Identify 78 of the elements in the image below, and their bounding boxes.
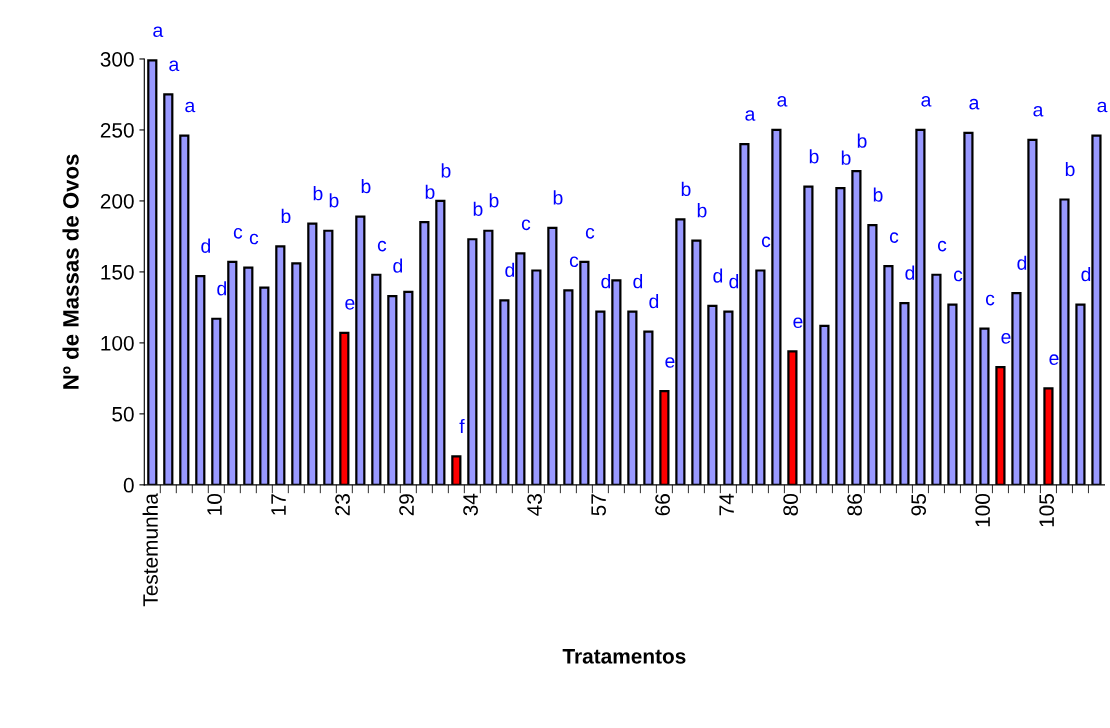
data-label: c	[585, 228, 595, 239]
data-label: b	[313, 186, 323, 201]
data-label: d	[729, 274, 739, 289]
data-label: a	[921, 96, 932, 107]
y-tick-label: 0	[123, 477, 134, 493]
data-label: e	[1049, 354, 1059, 366]
x-tick-label: Testemunha	[142, 493, 158, 607]
data-label: e	[1001, 333, 1011, 344]
data-label: c	[937, 240, 947, 252]
data-label: c	[953, 270, 963, 282]
data-label: b	[361, 178, 371, 194]
y-tick-label: 150	[101, 264, 134, 280]
x-tick-label: 105	[1039, 494, 1055, 527]
y-axis-title: Nº de Massas de Ovos	[62, 154, 79, 389]
x-tick-label: 23	[335, 494, 350, 516]
data-label: c	[521, 219, 531, 231]
x-tick-label: 34	[463, 493, 478, 516]
data-label: b	[441, 163, 451, 178]
y-tick-label: 300	[100, 51, 134, 67]
y-tick-label: 100	[101, 335, 134, 351]
data-label: c	[985, 294, 995, 306]
data-label: a	[153, 26, 164, 38]
x-tick-label: 43	[527, 494, 542, 516]
data-label: b	[425, 184, 435, 199]
data-label: c	[761, 236, 771, 248]
data-label: e	[665, 357, 675, 368]
data-label: d	[713, 268, 723, 283]
data-label: d	[217, 281, 227, 296]
data-label: d	[1081, 266, 1091, 282]
data-label: b	[489, 193, 499, 208]
x-tick-label: 95	[911, 494, 927, 516]
data-label: d	[649, 293, 659, 309]
data-label: e	[793, 317, 803, 329]
x-axis-title: Tratamentos	[562, 649, 686, 664]
x-tick-label: 74	[719, 493, 734, 516]
data-label: a	[169, 60, 180, 72]
data-label: d	[201, 238, 211, 253]
data-label: d	[393, 258, 403, 273]
data-label: a	[185, 101, 196, 113]
data-label: a	[777, 96, 788, 107]
data-label: c	[377, 240, 387, 252]
data-label: d	[1017, 255, 1027, 270]
data-label: a	[1097, 101, 1108, 113]
data-label: d	[601, 274, 611, 289]
data-label: c	[889, 232, 899, 243]
x-tick-label: 29	[399, 494, 414, 516]
y-tick-label: 50	[112, 406, 134, 422]
data-label: a	[969, 98, 980, 110]
data-label: b	[841, 150, 851, 165]
x-tick-label: 17	[271, 494, 286, 515]
data-label: a	[745, 110, 756, 121]
data-label: b	[1065, 161, 1075, 177]
data-label: b	[473, 201, 483, 216]
data-label: f	[459, 418, 465, 433]
data-label: b	[281, 208, 291, 224]
data-label: d	[905, 265, 915, 280]
data-label: c	[249, 233, 259, 245]
x-tick-label: 80	[783, 493, 798, 516]
data-label: b	[329, 193, 339, 208]
y-tick-label: 200	[100, 193, 134, 209]
data-label: b	[697, 203, 707, 218]
data-label: d	[633, 274, 643, 289]
x-tick-label: 66	[655, 494, 670, 516]
x-tick-label: 57	[591, 494, 606, 516]
data-label: b	[553, 190, 563, 205]
data-label: b	[857, 133, 867, 148]
data-label: e	[345, 299, 355, 310]
x-tick-label: 100	[975, 493, 991, 527]
data-label: d	[505, 262, 515, 278]
data-label: c	[569, 256, 579, 268]
data-label: a	[1033, 105, 1044, 117]
x-tick-label: 86	[847, 494, 862, 516]
y-tick-label: 250	[100, 122, 134, 138]
x-tick-label: 10	[207, 493, 222, 515]
data-label: b	[681, 181, 691, 197]
data-label: b	[809, 149, 819, 164]
data-label: b	[873, 187, 883, 202]
data-label: c	[233, 228, 243, 239]
